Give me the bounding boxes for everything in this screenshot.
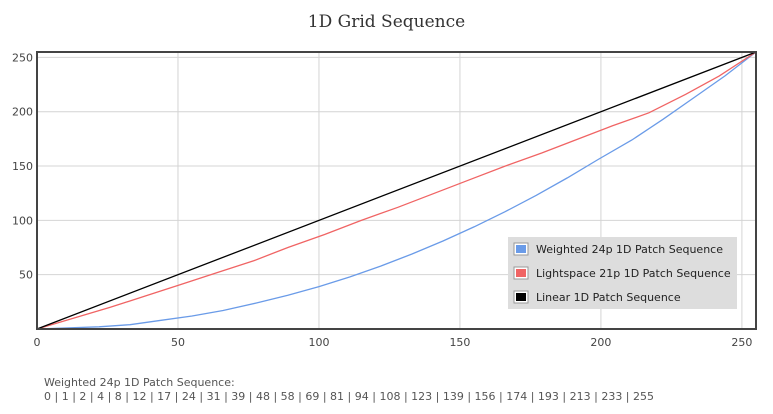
footer-label: Weighted 24p 1D Patch Sequence: xyxy=(44,376,235,389)
x-tick-label: 50 xyxy=(171,336,185,349)
chart-title: 1D Grid Sequence xyxy=(307,12,466,32)
y-tick-label: 150 xyxy=(12,160,33,173)
chart-plot: 0 50 100 150 200 250 50 100 150 200 250 Weighted 2… xyxy=(12,51,757,349)
legend-background xyxy=(508,237,737,309)
legend-swatch xyxy=(516,293,526,301)
x-tick-label: 0 xyxy=(34,336,41,349)
y-tick-label: 100 xyxy=(12,214,33,227)
x-tick-label: 200 xyxy=(590,336,611,349)
legend-label: Lightspace 21p 1D Patch Sequence xyxy=(536,267,731,280)
y-tick-label: 250 xyxy=(12,51,33,64)
x-tick-label: 250 xyxy=(731,336,752,349)
legend-swatch xyxy=(516,269,526,277)
legend-swatch xyxy=(516,245,526,253)
legend-label: Linear 1D Patch Sequence xyxy=(536,291,681,304)
plot-border xyxy=(36,51,757,330)
sequence-footer: Weighted 24p 1D Patch Sequence: 0 | 1 | … xyxy=(44,376,654,404)
series-line-2 xyxy=(36,51,757,330)
y-tick-label: 50 xyxy=(19,269,33,282)
series-line-1 xyxy=(36,51,757,330)
footer-values: 0 | 1 | 2 | 4 | 8 | 12 | 17 | 24 | 31 | … xyxy=(44,390,655,403)
series-line-0 xyxy=(36,51,757,330)
x-tick-label: 150 xyxy=(449,336,470,349)
series-layer xyxy=(36,51,757,330)
legend-label: Weighted 24p 1D Patch Sequence xyxy=(536,243,723,256)
y-tick-label: 200 xyxy=(12,106,33,119)
axis-ticks: 0 50 100 150 200 250 50 100 150 200 250 xyxy=(12,51,752,349)
legend: Weighted 24p 1D Patch Sequence Lightspace… xyxy=(508,237,737,309)
grid-lines xyxy=(37,52,756,329)
x-tick-label: 100 xyxy=(308,336,329,349)
